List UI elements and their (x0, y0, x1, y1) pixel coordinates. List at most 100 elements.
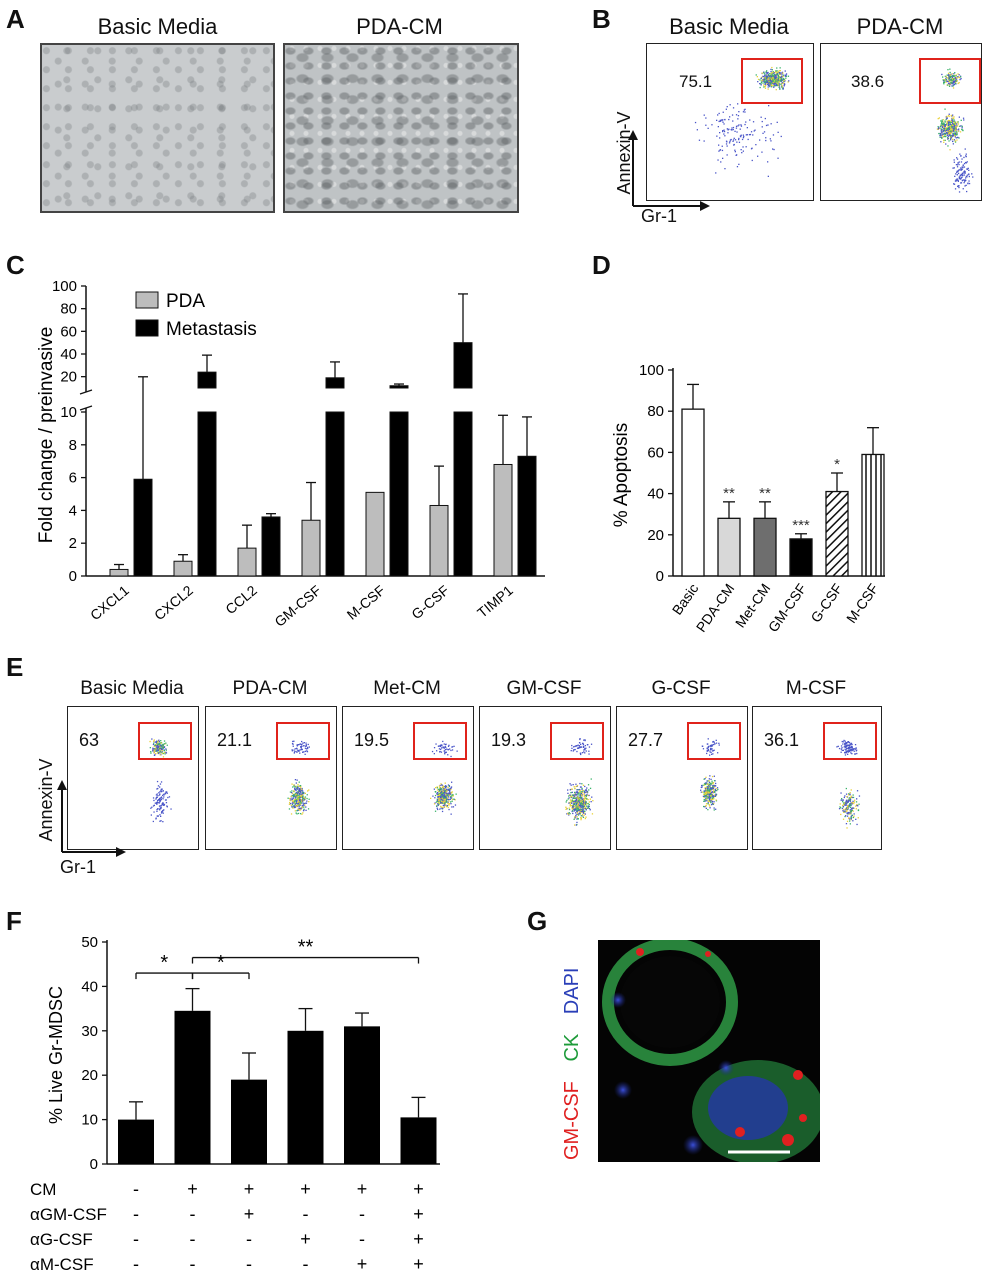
flow-event-dot (954, 72, 956, 74)
flow-event-dot (572, 806, 574, 809)
flow-event-dot (713, 798, 715, 800)
flow-event-dot (738, 111, 740, 113)
flow-event-dot (730, 129, 732, 131)
flow-event-dot (571, 788, 573, 790)
y-tick-label: 100 (52, 278, 77, 295)
flow-event-dot (449, 793, 452, 795)
flow-event-dot (959, 125, 961, 127)
flow-event-dot (778, 82, 780, 84)
y-tick-label: 0 (656, 568, 664, 585)
flow-event-dot (725, 143, 728, 145)
y-tick-label: 30 (81, 1023, 98, 1040)
flow-event-dot (158, 805, 161, 807)
flow-event-dot (579, 790, 581, 792)
flow-event-dot (297, 812, 300, 815)
flow-event-dot (844, 744, 846, 746)
flow-event-dot (444, 746, 446, 748)
flow-event-dot (763, 78, 765, 80)
flow-event-dot (439, 808, 441, 810)
flow-event-dot (941, 134, 944, 137)
flow-event-dot (850, 789, 852, 791)
flow-event-dot (453, 798, 455, 800)
flow-event-dot (711, 787, 713, 790)
flow-event-dot (288, 803, 291, 805)
flow-event-dot (577, 814, 580, 816)
flow-event-dot (588, 789, 590, 791)
flow-event-dot (771, 69, 773, 71)
flow-event-dot (713, 785, 715, 788)
flow-event-dot (958, 128, 960, 130)
flow-event-dot (853, 813, 855, 815)
flow-event-dot (956, 123, 958, 125)
flow-event-dot (843, 802, 845, 804)
flow-event-dot (706, 794, 708, 796)
flow-event-dot (949, 76, 951, 78)
y-tick-label: 8 (69, 437, 77, 454)
flow-event-dot (942, 119, 945, 121)
flow-event-dot (849, 792, 851, 794)
flow-event-dot (307, 743, 309, 746)
flow-event-dot (958, 82, 960, 84)
flow-event-dot (154, 750, 157, 752)
flow-event-dot (950, 75, 952, 77)
flow-event-dot (156, 810, 158, 812)
flow-event-dot (776, 67, 778, 69)
x-tick-label: CCL2 (222, 582, 260, 617)
flow-event-dot (845, 815, 847, 817)
flow-event-dot (705, 788, 707, 791)
flow-event-dot (954, 126, 956, 129)
flow-event-dot (701, 786, 703, 788)
flow-event-dot (296, 747, 298, 749)
flow-event-dot (299, 800, 301, 802)
flow-event-dot (291, 749, 293, 751)
flow-event-dot (577, 796, 579, 798)
flow-event-dot (578, 801, 581, 803)
flow-event-dot (156, 803, 158, 805)
flow-event-dot (696, 129, 698, 131)
flow-event-dot (447, 802, 449, 804)
bar (301, 519, 321, 577)
flow-event-dot (844, 748, 846, 750)
flow-event-dot (568, 808, 571, 811)
flow-event-dot (588, 746, 591, 748)
flow-event-dot (161, 804, 163, 806)
flow-event-dot (579, 782, 581, 785)
flow-event-dot (439, 802, 442, 804)
bar (197, 371, 217, 389)
treatment-row-label: αG-CSF (30, 1230, 93, 1249)
flow-event-dot (782, 87, 784, 89)
flow-event-dot (848, 800, 850, 802)
flow-event-dot (300, 802, 303, 804)
flow-event-dot (718, 144, 720, 146)
flow-event-dot (442, 798, 444, 800)
flow-event-dot (778, 83, 781, 85)
flow-event-dot (964, 179, 966, 181)
flow-event-dot (707, 796, 710, 798)
flow-event-dot (948, 131, 951, 133)
flow-event-dot (953, 117, 955, 119)
flow-event-dot (849, 746, 851, 748)
bar (237, 547, 257, 577)
flow-event-dot (715, 794, 717, 796)
flow-event-dot (569, 783, 571, 785)
flow-event-dot (708, 787, 710, 789)
flow-event-dot (948, 113, 950, 115)
flow-event-dot (573, 807, 575, 809)
flow-event-dot (576, 813, 578, 816)
flow-event-dot (709, 805, 711, 807)
flow-event-dot (447, 801, 449, 803)
flow-event-dot (450, 795, 452, 798)
flow-event-dot (575, 793, 577, 795)
flow-event-dot (963, 163, 966, 165)
flow-event-dot (764, 81, 766, 83)
panel-letter-f: F (6, 906, 22, 936)
flow-event-dot (158, 794, 161, 796)
flow-event-dot (438, 745, 440, 747)
flow-event-dot (957, 180, 959, 182)
flow-event-dot (577, 808, 579, 810)
flow-event-dot (773, 148, 775, 151)
flow-event-dot (167, 796, 169, 799)
flow-event-dot (774, 78, 776, 81)
flow-event-dot (303, 804, 305, 807)
flow-event-dot (841, 798, 843, 800)
